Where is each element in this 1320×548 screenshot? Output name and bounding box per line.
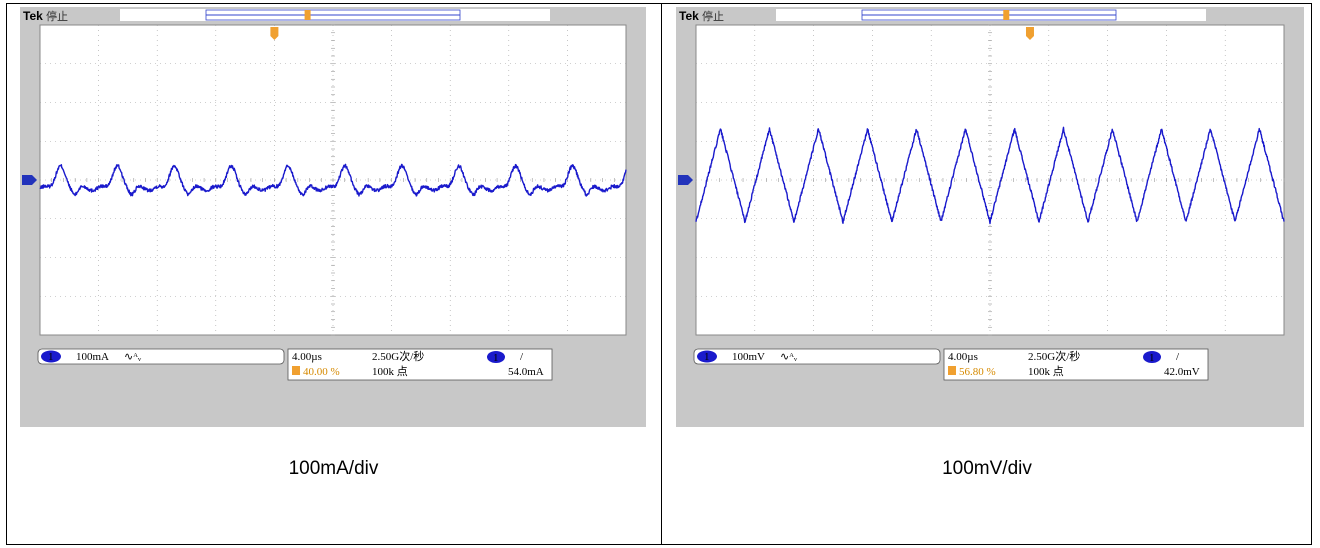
left-cell: Tek 停止 1 100mA ∿ᴬᵥ 4.00µs 40.00 % 2.50G次/秒 100k … <box>6 3 661 545</box>
trigger-level: 54.0mA <box>508 366 544 378</box>
trigger-marker-top <box>1003 10 1010 20</box>
right-caption: 100mV/div <box>942 458 1032 479</box>
trigger-position-value: 56.80 % <box>959 366 996 378</box>
timebase-readout <box>287 348 553 381</box>
timebase-value: 4.00µs <box>292 351 322 363</box>
trigger-pos-icon <box>292 366 300 375</box>
trigger-position-marker <box>1025 27 1034 40</box>
trigger-channel: 1 <box>493 352 499 364</box>
trigger-pos-icon <box>948 366 956 375</box>
sample-rate: 2.50G次/秒 <box>1028 349 1080 363</box>
channel-readout <box>37 348 285 365</box>
channel-readout <box>693 348 941 365</box>
trigger-marker-top <box>304 10 311 20</box>
trigger-level: 42.0mV <box>1164 366 1200 378</box>
coupling-icon: ∿ᴬᵥ <box>124 351 142 363</box>
right-oscilloscope: Tek 停止 1 100mV ∿ᴬᵥ 4.00µs 56.80 % 2.50G次/秒 100k … <box>676 7 1304 427</box>
record-window <box>861 9 1117 21</box>
channel-scale: 100mA <box>76 351 109 363</box>
record-length: 100k 点 <box>372 365 408 378</box>
record-length: 100k 点 <box>1028 365 1064 378</box>
trigger-channel-badge <box>487 351 505 363</box>
brand-label: Tek <box>23 9 43 23</box>
trigger-slope: / <box>520 351 524 363</box>
left-oscilloscope: Tek 停止 1 100mA ∿ᴬᵥ 4.00µs 40.00 % 2.50G次/秒 100k … <box>20 7 646 427</box>
status-label: 停止 <box>702 9 724 23</box>
coupling-icon: ∿ᴬᵥ <box>780 351 798 363</box>
table-divider <box>661 3 662 545</box>
waveform-trace <box>39 163 627 197</box>
channel-number: 1 <box>704 351 710 363</box>
channel-badge <box>697 350 717 363</box>
trigger-slope: / <box>1176 351 1180 363</box>
channel-badge <box>41 350 61 363</box>
trigger-position-value: 40.00 % <box>303 366 340 378</box>
channel-number: 1 <box>48 351 54 363</box>
scope-svg: Tek 停止 1 100mV ∿ᴬᵥ 4.00µs 56.80 % 2.50G次/秒 100k … <box>678 9 1285 381</box>
sample-rate: 2.50G次/秒 <box>372 349 424 363</box>
channel-scale: 100mV <box>732 351 765 363</box>
timebase-value: 4.00µs <box>948 351 978 363</box>
trigger-channel-badge <box>1143 351 1161 363</box>
left-caption: 100mA/div <box>288 458 379 479</box>
timebase-readout <box>943 348 1209 381</box>
table-frame <box>6 3 1312 545</box>
trigger-position-marker <box>270 27 279 40</box>
channel-ground-marker <box>678 175 693 185</box>
brand-label: Tek <box>679 9 699 23</box>
trigger-channel: 1 <box>1149 352 1155 364</box>
scope-svg: Tek 停止 1 100mA ∿ᴬᵥ 4.00µs 40.00 % 2.50G次/秒 100k … <box>22 9 627 381</box>
status-label: 停止 <box>46 9 68 23</box>
channel-ground-marker <box>22 175 37 185</box>
waveform-trace <box>695 126 1285 225</box>
record-window <box>205 9 461 21</box>
right-cell: Tek 停止 1 100mV ∿ᴬᵥ 4.00µs 56.80 % 2.50G次/秒 100k … <box>662 3 1312 545</box>
